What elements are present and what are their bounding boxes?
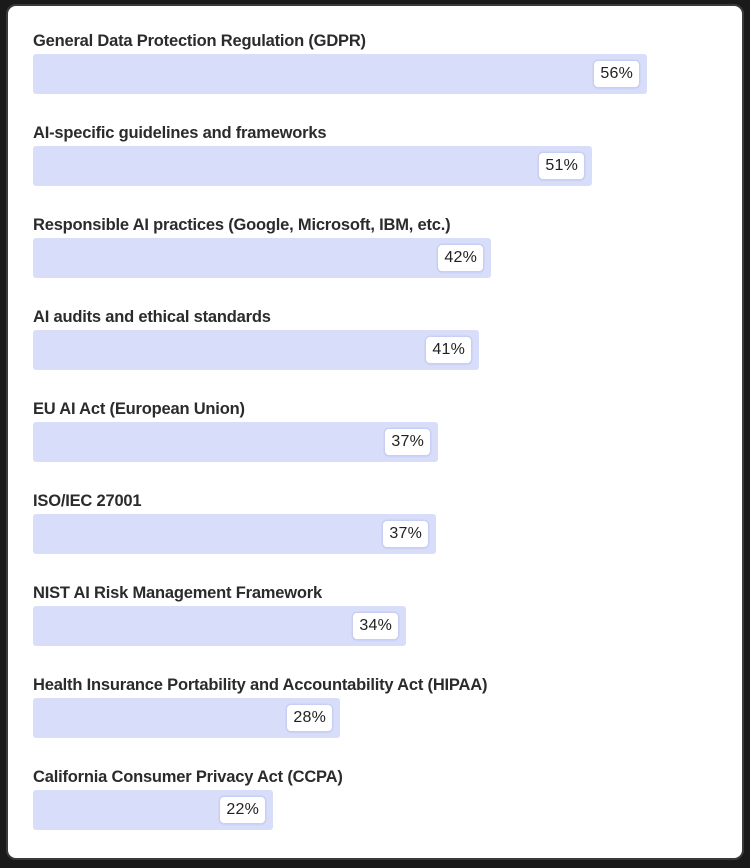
bar: 28% — [33, 698, 340, 738]
value-badge: 28% — [287, 705, 332, 731]
bar-row-eu-ai-act: EU AI Act (European Union) 37% — [33, 399, 438, 462]
bar-row-gdpr: General Data Protection Regulation (GDPR… — [33, 31, 647, 94]
bar-row-responsible-ai: Responsible AI practices (Google, Micros… — [33, 215, 491, 278]
value-badge: 51% — [539, 153, 584, 179]
bar: 37% — [33, 514, 436, 554]
bar-row-ai-audits: AI audits and ethical standards 41% — [33, 307, 479, 370]
bar-label: General Data Protection Regulation (GDPR… — [33, 32, 366, 50]
chart-card: General Data Protection Regulation (GDPR… — [6, 4, 744, 860]
bar: 56% — [33, 54, 647, 94]
bar: 22% — [33, 790, 273, 830]
value-badge: 41% — [426, 337, 471, 363]
bar: 41% — [33, 330, 479, 370]
bar-label: California Consumer Privacy Act (CCPA) — [33, 768, 343, 786]
value-badge: 56% — [594, 61, 639, 87]
bar-label: Responsible AI practices (Google, Micros… — [33, 216, 451, 234]
bar: 37% — [33, 422, 438, 462]
bar: 42% — [33, 238, 491, 278]
bar-label: NIST AI Risk Management Framework — [33, 584, 322, 602]
bar-label: Health Insurance Portability and Account… — [33, 676, 488, 694]
bar-label: ISO/IEC 27001 — [33, 492, 142, 510]
bar: 51% — [33, 146, 592, 186]
bar-label: EU AI Act (European Union) — [33, 400, 245, 418]
bar-row-ai-guidelines: AI-specific guidelines and frameworks 51… — [33, 123, 592, 186]
bar-row-iso-27001: ISO/IEC 27001 37% — [33, 491, 436, 554]
value-badge: 22% — [220, 797, 265, 823]
bar-row-hipaa: Health Insurance Portability and Account… — [33, 675, 488, 738]
bar-label: AI audits and ethical standards — [33, 308, 271, 326]
bar-row-nist: NIST AI Risk Management Framework 34% — [33, 583, 406, 646]
value-badge: 37% — [385, 429, 430, 455]
value-badge: 42% — [438, 245, 483, 271]
bar: 34% — [33, 606, 406, 646]
value-badge: 34% — [353, 613, 398, 639]
bar-label: AI-specific guidelines and frameworks — [33, 124, 327, 142]
value-badge: 37% — [383, 521, 428, 547]
bar-row-ccpa: California Consumer Privacy Act (CCPA) 2… — [33, 767, 343, 830]
